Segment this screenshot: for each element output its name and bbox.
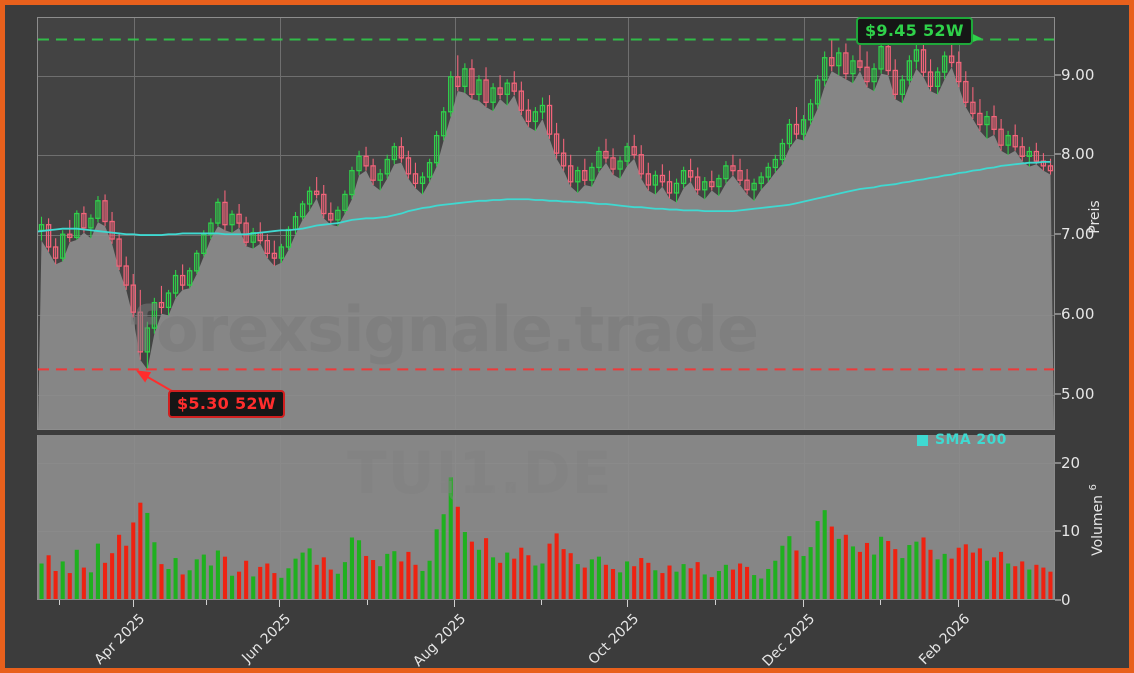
x-tick-mark: [958, 600, 960, 607]
x-tick-label: Aug 2025: [410, 611, 470, 670]
volume-tick-mark: [1055, 462, 1061, 463]
volume-axis-exponent: 6: [1088, 484, 1100, 491]
price-tick-label: 8.00: [1061, 145, 1095, 164]
annotation-52-week-high: $9.45 52W: [856, 17, 973, 45]
price-panel: [37, 17, 1055, 430]
volume-axis-title-text: Volumen: [1089, 494, 1106, 556]
x-tick-mark-minor: [714, 600, 716, 605]
x-tick-mark-minor: [540, 600, 542, 605]
price-tick-mark: [1055, 74, 1061, 76]
gridline-vertical: [133, 18, 135, 429]
volume-tick-mark: [1055, 599, 1061, 601]
price-tick-mark: [1055, 153, 1061, 155]
volume-panel: [37, 435, 1055, 600]
x-tick-mark-minor: [59, 600, 61, 605]
price-tick-label: 6.00: [1061, 305, 1095, 324]
x-tick-mark-minor: [205, 600, 207, 605]
legend: SMA 200: [917, 432, 1007, 448]
price-plot-area: [38, 18, 1054, 429]
x-tick-label: Apr 2025: [91, 611, 149, 668]
legend-swatch-sma-200: [917, 434, 928, 446]
x-tick-label: Dec 2025: [759, 611, 818, 670]
gridline-horizontal: [38, 75, 1054, 77]
volume-axis-title: Volumen 6: [1088, 484, 1106, 556]
price-tick-mark: [1055, 313, 1061, 315]
candlestick-series: [38, 30, 1054, 429]
price-tick-mark: [1055, 233, 1061, 235]
annotation-52-week-low: $5.30 52W: [168, 390, 285, 418]
x-tick-mark: [454, 600, 456, 607]
volume-tick-label: 10: [1061, 522, 1081, 541]
x-tick-label: Jun 2025: [239, 611, 295, 667]
price-tick-mark: [1055, 393, 1061, 395]
x-tick-mark: [627, 600, 629, 607]
volume-series: [38, 435, 1054, 599]
price-tick-label: 5.00: [1061, 385, 1095, 404]
volume-tick-label: 20: [1061, 453, 1081, 472]
x-tick-mark-minor: [366, 600, 368, 605]
x-tick-mark: [802, 600, 804, 607]
price-tick-label: 7.00: [1061, 225, 1095, 244]
volume-plot-area: [38, 435, 1054, 599]
volume-tick-mark: [1055, 530, 1061, 532]
price-axis-title: Preis: [1087, 200, 1103, 234]
price-tick-label: 9.00: [1061, 65, 1095, 84]
x-tick-mark-minor: [880, 600, 882, 605]
x-tick-label: Feb 2026: [916, 611, 974, 669]
legend-label-sma-200: SMA 200: [935, 432, 1007, 448]
x-tick-mark: [132, 600, 134, 607]
volume-tick-label: 0: [1061, 591, 1071, 609]
x-tick-label: Oct 2025: [585, 611, 643, 668]
gridline-vertical: [280, 18, 282, 429]
x-tick-mark: [279, 600, 281, 607]
